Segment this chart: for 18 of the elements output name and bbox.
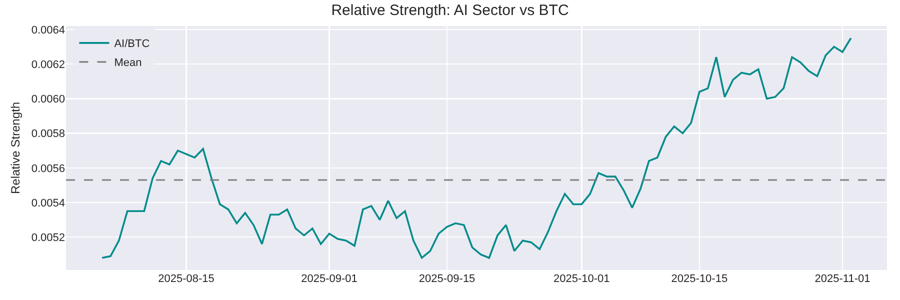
- legend-label: AI/BTC: [114, 38, 150, 50]
- line-series: [101, 37, 852, 259]
- x-tick-label: 2025-09-15: [418, 273, 476, 285]
- y-tick-label: 0.0056: [31, 162, 65, 175]
- y-tick-label: 0.0054: [31, 197, 65, 210]
- x-tick-label: 2025-11-01: [814, 273, 870, 285]
- y-tick-label: 0.0062: [31, 58, 65, 71]
- x-tick-label: 2025-10-01: [554, 273, 610, 285]
- y-tick-label: 0.0060: [31, 94, 65, 106]
- y-axis-title: Relative Strength: [8, 102, 23, 194]
- chart-title: Relative Strength: AI Sector vs BTC: [331, 2, 569, 19]
- y-tick-label: 0.0058: [31, 128, 65, 140]
- y-tick-label: 0.0064: [31, 24, 65, 36]
- legend-label: Mean: [114, 57, 142, 70]
- x-tick-label: 2025-10-15: [671, 273, 728, 285]
- y-tick-label: 0.0052: [31, 232, 65, 244]
- x-tick-label: 2025-08-15: [158, 273, 214, 285]
- x-tick-label: 2025-09-01: [301, 273, 358, 285]
